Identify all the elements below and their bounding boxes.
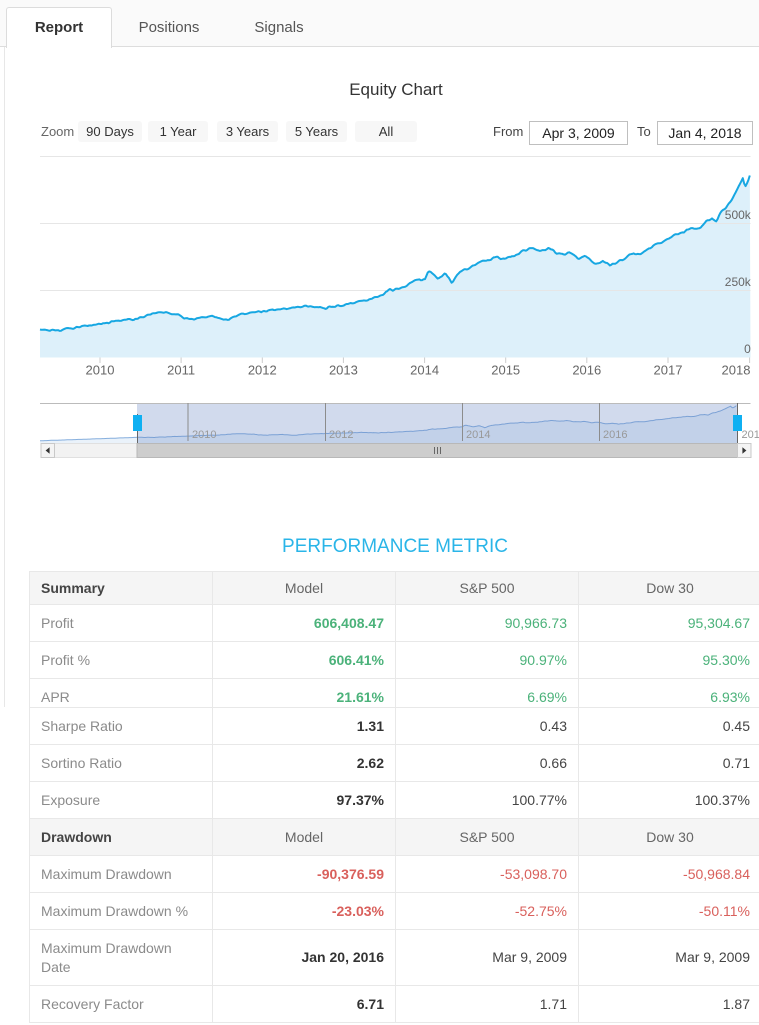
svg-text:2014: 2014 [466, 429, 490, 441]
svg-text:500k: 500k [725, 208, 752, 222]
svg-text:2010: 2010 [192, 429, 216, 441]
svg-text:2011: 2011 [167, 363, 195, 378]
svg-text:2010: 2010 [86, 363, 115, 378]
svg-text:2018: 2018 [742, 429, 759, 441]
svg-text:2014: 2014 [410, 363, 439, 378]
svg-text:0: 0 [744, 342, 751, 356]
svg-text:2018: 2018 [722, 363, 751, 378]
svg-text:2016: 2016 [572, 363, 601, 378]
svg-text:2015: 2015 [491, 363, 520, 378]
svg-text:250k: 250k [725, 275, 752, 289]
svg-text:2012: 2012 [329, 429, 353, 441]
svg-text:2016: 2016 [603, 429, 627, 441]
svg-text:2017: 2017 [654, 363, 683, 378]
svg-text:2012: 2012 [248, 363, 277, 378]
svg-text:2013: 2013 [329, 363, 358, 378]
